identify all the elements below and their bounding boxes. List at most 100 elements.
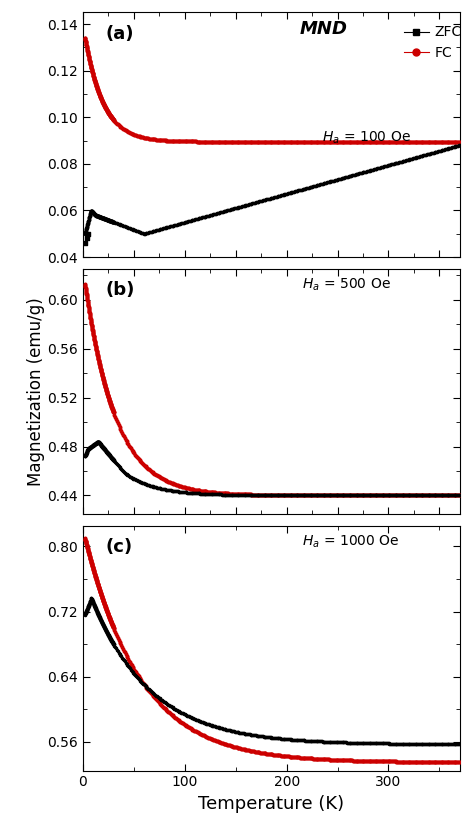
Point xyxy=(194,212,201,226)
Point xyxy=(428,489,435,502)
Point xyxy=(86,57,94,70)
Point xyxy=(91,72,98,86)
Point xyxy=(99,369,106,382)
Point xyxy=(88,592,96,606)
Point xyxy=(334,489,341,502)
Point xyxy=(214,486,221,499)
Point xyxy=(430,489,438,502)
Point xyxy=(93,344,100,357)
Point xyxy=(245,744,253,757)
Point xyxy=(367,135,375,148)
Point xyxy=(109,403,117,416)
Point xyxy=(298,489,306,502)
Point xyxy=(275,488,283,501)
Point xyxy=(255,195,263,208)
Point xyxy=(99,617,106,631)
Point xyxy=(163,703,170,716)
Point xyxy=(108,215,116,228)
Point xyxy=(95,610,103,623)
Point xyxy=(107,110,115,123)
Point xyxy=(236,726,243,739)
Point xyxy=(262,488,269,501)
Point xyxy=(180,486,188,499)
Point xyxy=(94,607,102,621)
Point xyxy=(103,626,110,639)
Point xyxy=(320,135,328,148)
Point xyxy=(86,549,93,562)
Point xyxy=(356,167,363,180)
Point xyxy=(342,489,350,502)
Point xyxy=(281,489,288,502)
Point xyxy=(111,641,119,654)
Point xyxy=(89,439,96,452)
Point xyxy=(326,736,333,749)
Point xyxy=(101,379,109,392)
Point xyxy=(175,714,182,727)
Point xyxy=(291,751,299,764)
Point xyxy=(97,90,104,103)
Point xyxy=(356,135,363,148)
Point xyxy=(237,488,245,501)
Point xyxy=(203,485,211,498)
Point xyxy=(305,734,312,747)
Point xyxy=(278,188,286,202)
Point xyxy=(273,731,281,745)
Point xyxy=(406,489,413,502)
Point xyxy=(363,736,371,750)
Point xyxy=(415,135,423,148)
Point xyxy=(83,292,91,305)
Point xyxy=(91,598,98,611)
Point xyxy=(85,441,93,455)
Point xyxy=(440,756,448,769)
Point xyxy=(242,198,249,212)
Point xyxy=(108,111,116,124)
Point xyxy=(261,488,268,501)
Point xyxy=(364,135,372,148)
Point xyxy=(399,135,406,148)
Text: (b): (b) xyxy=(106,282,135,300)
Point xyxy=(91,75,99,88)
Point xyxy=(143,132,150,145)
Point xyxy=(82,36,90,49)
Point xyxy=(391,135,399,148)
Point xyxy=(99,592,106,606)
Point xyxy=(371,162,379,176)
Point xyxy=(283,489,291,502)
Point xyxy=(90,597,97,611)
Point xyxy=(398,755,405,768)
Point xyxy=(265,731,273,744)
Point xyxy=(356,754,363,767)
Point xyxy=(346,489,354,502)
Point xyxy=(109,635,116,648)
Point xyxy=(378,736,385,750)
Point xyxy=(454,489,462,502)
Point xyxy=(284,489,292,502)
Point xyxy=(109,451,116,465)
Point xyxy=(404,755,411,768)
Point xyxy=(350,489,358,502)
Point xyxy=(88,593,96,606)
Point xyxy=(419,135,427,148)
Point xyxy=(361,489,369,502)
Point xyxy=(109,636,117,650)
Point xyxy=(82,535,90,548)
Point xyxy=(332,736,339,749)
Point xyxy=(83,445,91,458)
Point xyxy=(86,55,94,68)
Point xyxy=(97,211,105,224)
Point xyxy=(82,448,90,461)
Point xyxy=(435,489,443,502)
Point xyxy=(88,320,96,333)
Point xyxy=(86,441,93,455)
Point xyxy=(84,601,92,614)
Point xyxy=(87,60,95,73)
Point xyxy=(401,154,408,167)
Point xyxy=(184,721,192,734)
Point xyxy=(314,135,321,148)
Point xyxy=(301,489,309,502)
Point xyxy=(99,95,106,108)
Point xyxy=(256,135,264,148)
Point xyxy=(159,133,167,147)
Point xyxy=(243,488,250,501)
Point xyxy=(204,717,212,731)
